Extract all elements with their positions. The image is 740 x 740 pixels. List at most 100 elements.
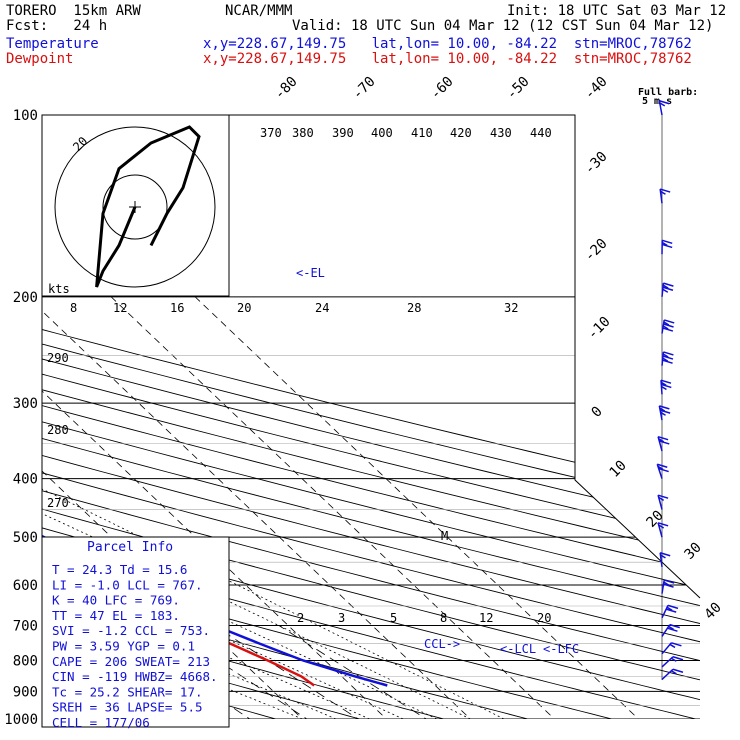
mixing-ratio-label: 20 (537, 611, 551, 625)
mixing-ratio-label: 8 (440, 611, 447, 625)
isotherm-label: 10 (607, 458, 630, 481)
wind-barb (657, 522, 669, 538)
dry-adiabat (42, 115, 700, 719)
theta-label: 400 (371, 126, 393, 140)
moist-adiabat (42, 296, 337, 719)
barb-header: Full barb: (638, 87, 698, 98)
dry-adiabat (42, 115, 493, 719)
barb-header: 5 m s (642, 96, 672, 107)
theta-label: 280 (47, 423, 69, 437)
wind-barb (661, 668, 684, 680)
wind-barb (660, 379, 672, 395)
pressure-tick-label: 100 (13, 108, 38, 124)
parcel-info-row: T = 24.3 Td = 15.6 (52, 562, 187, 577)
temperature-legend: Temperature (6, 36, 99, 52)
wind-barb (661, 282, 674, 297)
isotherm-label: 0 (589, 404, 606, 421)
valid-time: Valid: 18 UTC Sun 04 Mar 12 (12 CST Sun … (292, 18, 714, 34)
wind-barb (657, 435, 670, 452)
mixing-ratio-label: 5 (390, 611, 397, 625)
pressure-tick-label: 500 (13, 530, 38, 546)
dry-adiabat (42, 115, 700, 719)
dry-adiabat (42, 115, 700, 719)
parcel-info-frame (41, 536, 230, 728)
pressure-tick-label: 800 (13, 653, 38, 669)
mixing-ratio-line (213, 625, 379, 719)
pressure-tick-label: 600 (13, 578, 38, 594)
pressure-tick-label: 300 (13, 396, 38, 412)
theta-label: 380 (292, 126, 314, 140)
mixing-ratio-label: 12 (479, 611, 493, 625)
hodograph-trace (95, 125, 201, 288)
hodograph-speed-label: kts (48, 282, 70, 296)
dry-adiabat (42, 115, 700, 719)
dry-adiabat (42, 115, 700, 719)
theta-label: 440 (530, 126, 552, 140)
moist-adiabat (42, 296, 404, 719)
hodograph-speed-label: 16 (170, 301, 184, 315)
wind-barb (659, 552, 671, 568)
theta-label: 390 (332, 126, 354, 140)
dry-adiabat (42, 115, 700, 719)
parcel-info-row: SREH = 36 LAPSE= 5.5 (52, 700, 203, 715)
level-annotation: <-LCL (500, 642, 536, 656)
level-annotation: <-EL (296, 266, 325, 280)
parcel-info-row: CELL = 177/06 (52, 715, 150, 730)
init-time: Init: 18 UTC Sat 03 Mar 12 (507, 3, 727, 19)
parcel-info-title: Parcel Info (87, 540, 173, 555)
wind-barb (661, 319, 675, 334)
hodograph-speed-label: 32 (504, 301, 518, 315)
level-annotation: M (441, 529, 448, 543)
pressure-tick-label: 400 (13, 472, 38, 488)
wind-barb (661, 351, 674, 366)
pressure-tick-label: 1000 (4, 712, 38, 728)
theta-label: 420 (450, 126, 472, 140)
parcel-info-box (41, 536, 230, 728)
mixing-ratio-label: 3 (338, 611, 345, 625)
theta-label: 270 (47, 496, 69, 510)
hodograph-ring (54, 126, 216, 288)
pressure-tick-label: 700 (13, 618, 38, 634)
isotherm-label: -70 (350, 74, 379, 103)
dewpoint-legend: Dewpoint (6, 51, 74, 67)
forecast-hour: Fcst: 24 h (6, 18, 108, 34)
theta-label: 410 (411, 126, 433, 140)
isotherm-label: -40 (582, 74, 611, 103)
dewpoint-location: x,y=228.67,149.75 lat,lon= 10.00, -84.22… (203, 51, 692, 67)
temperature-location: x,y=228.67,149.75 lat,lon= 10.00, -84.22… (203, 36, 692, 52)
isotherm-label: 30 (682, 540, 705, 563)
pressure-tick-label: 200 (13, 290, 38, 306)
parcel-info-row: LI = -1.0 LCL = 767. (52, 577, 203, 592)
parcel-info-row: CAPE = 206 SWEAT= 213 (52, 654, 210, 669)
theta-label: 430 (490, 126, 512, 140)
wind-barb (661, 623, 680, 637)
isotherm-label: -30 (582, 149, 611, 178)
hodograph-speed-label: 8 (70, 301, 77, 315)
dry-adiabat (42, 115, 700, 719)
isotherm-label: 40 (702, 600, 725, 623)
hodograph-speed-label: 20 (237, 301, 251, 315)
wind-barb (656, 463, 669, 479)
parcel-info-row: TT = 47 EL = 183. (52, 608, 180, 623)
model-label: TORERO 15km ARW (6, 3, 141, 19)
parcel-info-row: Tc = 25.2 SHEAR= 17. (52, 684, 203, 699)
parcel-info-row: PW = 3.59 YGP = 0.1 (52, 639, 195, 654)
pressure-tick-label: 900 (13, 684, 38, 700)
wind-barb (659, 188, 671, 204)
center-label: NCAR/MMM (225, 3, 293, 19)
isotherm-label: -20 (582, 236, 611, 265)
wind-barb (658, 405, 671, 421)
wind-barb (661, 604, 679, 619)
temperature-profile (42, 115, 388, 687)
dry-adiabat (42, 115, 408, 719)
isotherm-label: -50 (504, 74, 533, 103)
hodograph-speed-label: 12 (113, 301, 127, 315)
wind-barb (658, 100, 670, 116)
level-annotation: <-LFC (543, 642, 579, 656)
level-annotation: CCL-> (424, 637, 460, 651)
hodograph-ring (102, 174, 168, 240)
wind-barb (661, 656, 684, 668)
parcel-info-row: SVI = -1.2 CCL = 753. (52, 623, 210, 638)
parcel-info-row: CIN = -119 HWBZ= 4668. (52, 669, 218, 684)
